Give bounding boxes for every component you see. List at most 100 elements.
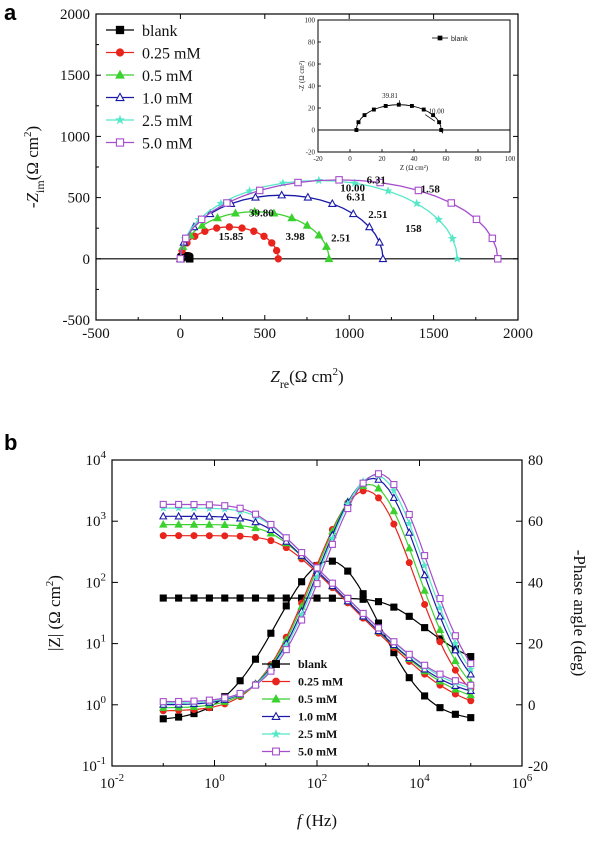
phase-point [435, 625, 445, 634]
y-right-tick-label: -20 [528, 759, 548, 775]
y-tick-label: 500 [68, 191, 91, 207]
phase-point [389, 493, 399, 501]
phase-point [298, 578, 306, 586]
phase-point [267, 667, 275, 675]
legend-marker [115, 114, 125, 125]
modulus-point [374, 598, 383, 606]
phase-point [451, 656, 460, 665]
y-right-tick-label: 20 [528, 637, 543, 653]
phase-point [190, 697, 198, 705]
modulus-point [421, 661, 429, 669]
modulus-point [451, 677, 459, 685]
modulus-point [205, 501, 213, 509]
data-point [223, 199, 231, 207]
phase-point [390, 481, 398, 489]
modulus-point [282, 594, 290, 602]
data-point [350, 178, 360, 187]
inset-y-tick-label: 0 [312, 127, 316, 135]
modulus-point [344, 594, 352, 602]
modulus-point [190, 500, 198, 509]
data-point [277, 190, 287, 199]
frequency-annotation: 10.00 [340, 182, 365, 194]
phase-point [175, 713, 183, 721]
x-tick-label: -500 [82, 326, 110, 342]
phase-point [451, 632, 459, 640]
modulus-point [313, 594, 321, 602]
legend-marker [115, 138, 125, 147]
phase-point [298, 616, 306, 624]
inset-data-point [371, 107, 376, 112]
inset-x-tick-label: 40 [411, 155, 419, 163]
inset-x-tick-label: -20 [313, 155, 323, 163]
data-point [268, 239, 276, 247]
modulus-point [205, 511, 214, 520]
y-tick-label: 1500 [60, 68, 90, 84]
modulus-point [466, 690, 475, 699]
inset-legend-marker [437, 35, 443, 41]
phase-point [389, 506, 399, 515]
phase-point [221, 694, 229, 702]
legend-marker [271, 729, 281, 738]
data-point [245, 186, 255, 195]
legend: blank 0.25 mM 0.5 mM 1.0 mM 2.5 mM 5.0 mM [106, 23, 201, 153]
phase-point [374, 470, 383, 478]
phase-point [467, 714, 475, 722]
phase-point [344, 567, 352, 575]
inset-y-tick-label: 60 [308, 61, 316, 69]
frequency-annotation: 2.51 [368, 209, 387, 221]
modulus-point [220, 520, 229, 529]
phase-point [344, 504, 352, 513]
modulus-point [374, 624, 383, 632]
y-tick-label: 0 [83, 252, 91, 268]
inset-x-tick-label: 100 [505, 155, 516, 163]
legend-label: 0.5 mM [298, 692, 337, 706]
x-tick-label: 1000 [334, 326, 364, 342]
data-point [314, 230, 324, 239]
phase-point [405, 510, 413, 519]
data-point [378, 253, 388, 263]
data-point [230, 208, 240, 217]
inset-data-point [421, 107, 426, 112]
data-point [260, 232, 268, 240]
y-right-axis-label: -Phase angle (deg) [570, 550, 589, 677]
frequency-annotation: 1.58 [421, 184, 441, 196]
modulus-point [267, 594, 275, 602]
modulus-point [390, 603, 398, 611]
modulus-point [174, 511, 183, 520]
legend-label: 5.0 mM [298, 745, 337, 759]
series-line [179, 179, 499, 259]
panel-label-b: b [4, 430, 17, 455]
nyquist-chart: -500 0 500 1000 1500 2000-5000500100015002000… [22, 7, 533, 391]
x-tick-label: 10-2 [100, 772, 124, 792]
modulus-point [235, 521, 245, 529]
modulus-point [159, 532, 167, 540]
data-point [447, 199, 456, 207]
y-axis-label: -Zim(Ω cm2) [22, 126, 47, 208]
phase-point [421, 600, 429, 608]
legend-label: blank [142, 23, 178, 40]
data-point [238, 224, 246, 232]
phase-point [451, 645, 460, 654]
legend-marker [271, 693, 281, 703]
phase-point [159, 715, 167, 723]
y-left-tick-label: 10-1 [82, 755, 106, 775]
inset-y-tick-label: 40 [308, 83, 316, 91]
data-point [303, 192, 313, 201]
phase-point [466, 664, 475, 673]
legend-label: 0.25 mM [142, 46, 201, 63]
inset-x-tick-label: 80 [475, 155, 483, 163]
phase-point [251, 681, 260, 689]
legend-marker [272, 747, 280, 756]
inset-legend-label: blank [451, 36, 468, 43]
inset-data-point [354, 128, 359, 132]
data-point [255, 186, 264, 195]
modulus-point [205, 594, 213, 602]
modulus-point [421, 624, 429, 632]
phase-point [451, 666, 459, 674]
inset-y-tick-label: 20 [308, 105, 316, 113]
data-point [376, 178, 384, 187]
inset-x-tick-label: 20 [379, 155, 387, 163]
inset-annotation: 10.00 [429, 108, 445, 116]
modulus-point [189, 520, 199, 528]
